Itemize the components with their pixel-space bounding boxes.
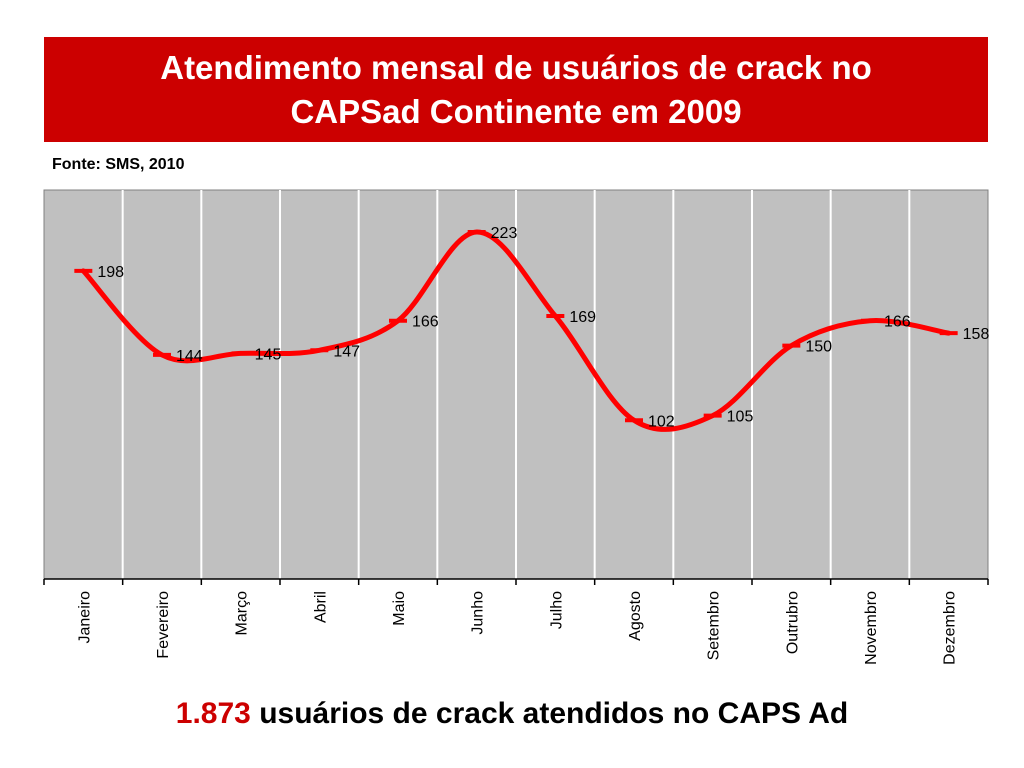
data-label: 150 <box>805 339 832 356</box>
x-tick-label: Julho <box>548 591 565 629</box>
data-label: 145 <box>255 346 282 363</box>
x-tick-label: Maio <box>391 591 408 626</box>
data-label: 166 <box>884 314 911 331</box>
data-label: 105 <box>727 409 754 426</box>
data-label: 102 <box>648 413 675 430</box>
x-tick-label: Abril <box>312 591 329 623</box>
x-axis <box>43 578 989 585</box>
x-tick-labels: Janeiro Fevereiro Março Abril Maio Junho Julho… <box>76 591 958 665</box>
x-tick-label: Novembro <box>863 591 880 665</box>
data-label: 198 <box>97 264 124 281</box>
data-label: 166 <box>412 314 439 331</box>
x-tick-label: Setembro <box>706 591 723 660</box>
footer-total: 1.873 <box>175 697 251 730</box>
x-tick-label: Janeiro <box>76 591 93 644</box>
x-tick-label: Junho <box>470 591 487 635</box>
title-banner: Atendimento mensal de usuários de crack … <box>44 37 988 142</box>
footer-text: usuários de crack atendidos no CAPS Ad <box>259 697 849 730</box>
markers <box>74 230 958 423</box>
data-labels: 198 144 145 147 166 223 169 102 105 150 166 158 <box>97 225 989 430</box>
grid-lines <box>121 190 911 579</box>
x-tick-label: Agosto <box>627 591 644 641</box>
x-tick-label: Fevereiro <box>155 591 172 659</box>
data-label: 147 <box>333 343 360 360</box>
x-tick-label: Dezembro <box>942 591 959 665</box>
source-note: Fonte: SMS, 2010 <box>52 156 185 173</box>
data-label: 158 <box>963 326 990 343</box>
data-label: 144 <box>176 348 203 365</box>
footer-summary: 1.873 usuários de crack atendidos no CAP… <box>0 697 1024 731</box>
data-label: 169 <box>569 309 596 326</box>
x-tick-label: Outrubro <box>784 591 801 654</box>
line-chart: 198 144 145 147 166 223 169 102 105 150 166 158 Jan… <box>43 189 989 665</box>
x-tick-label: Março <box>234 591 251 636</box>
chart-title: Atendimento mensal de usuários de crack … <box>160 48 872 130</box>
data-label: 223 <box>491 225 518 242</box>
